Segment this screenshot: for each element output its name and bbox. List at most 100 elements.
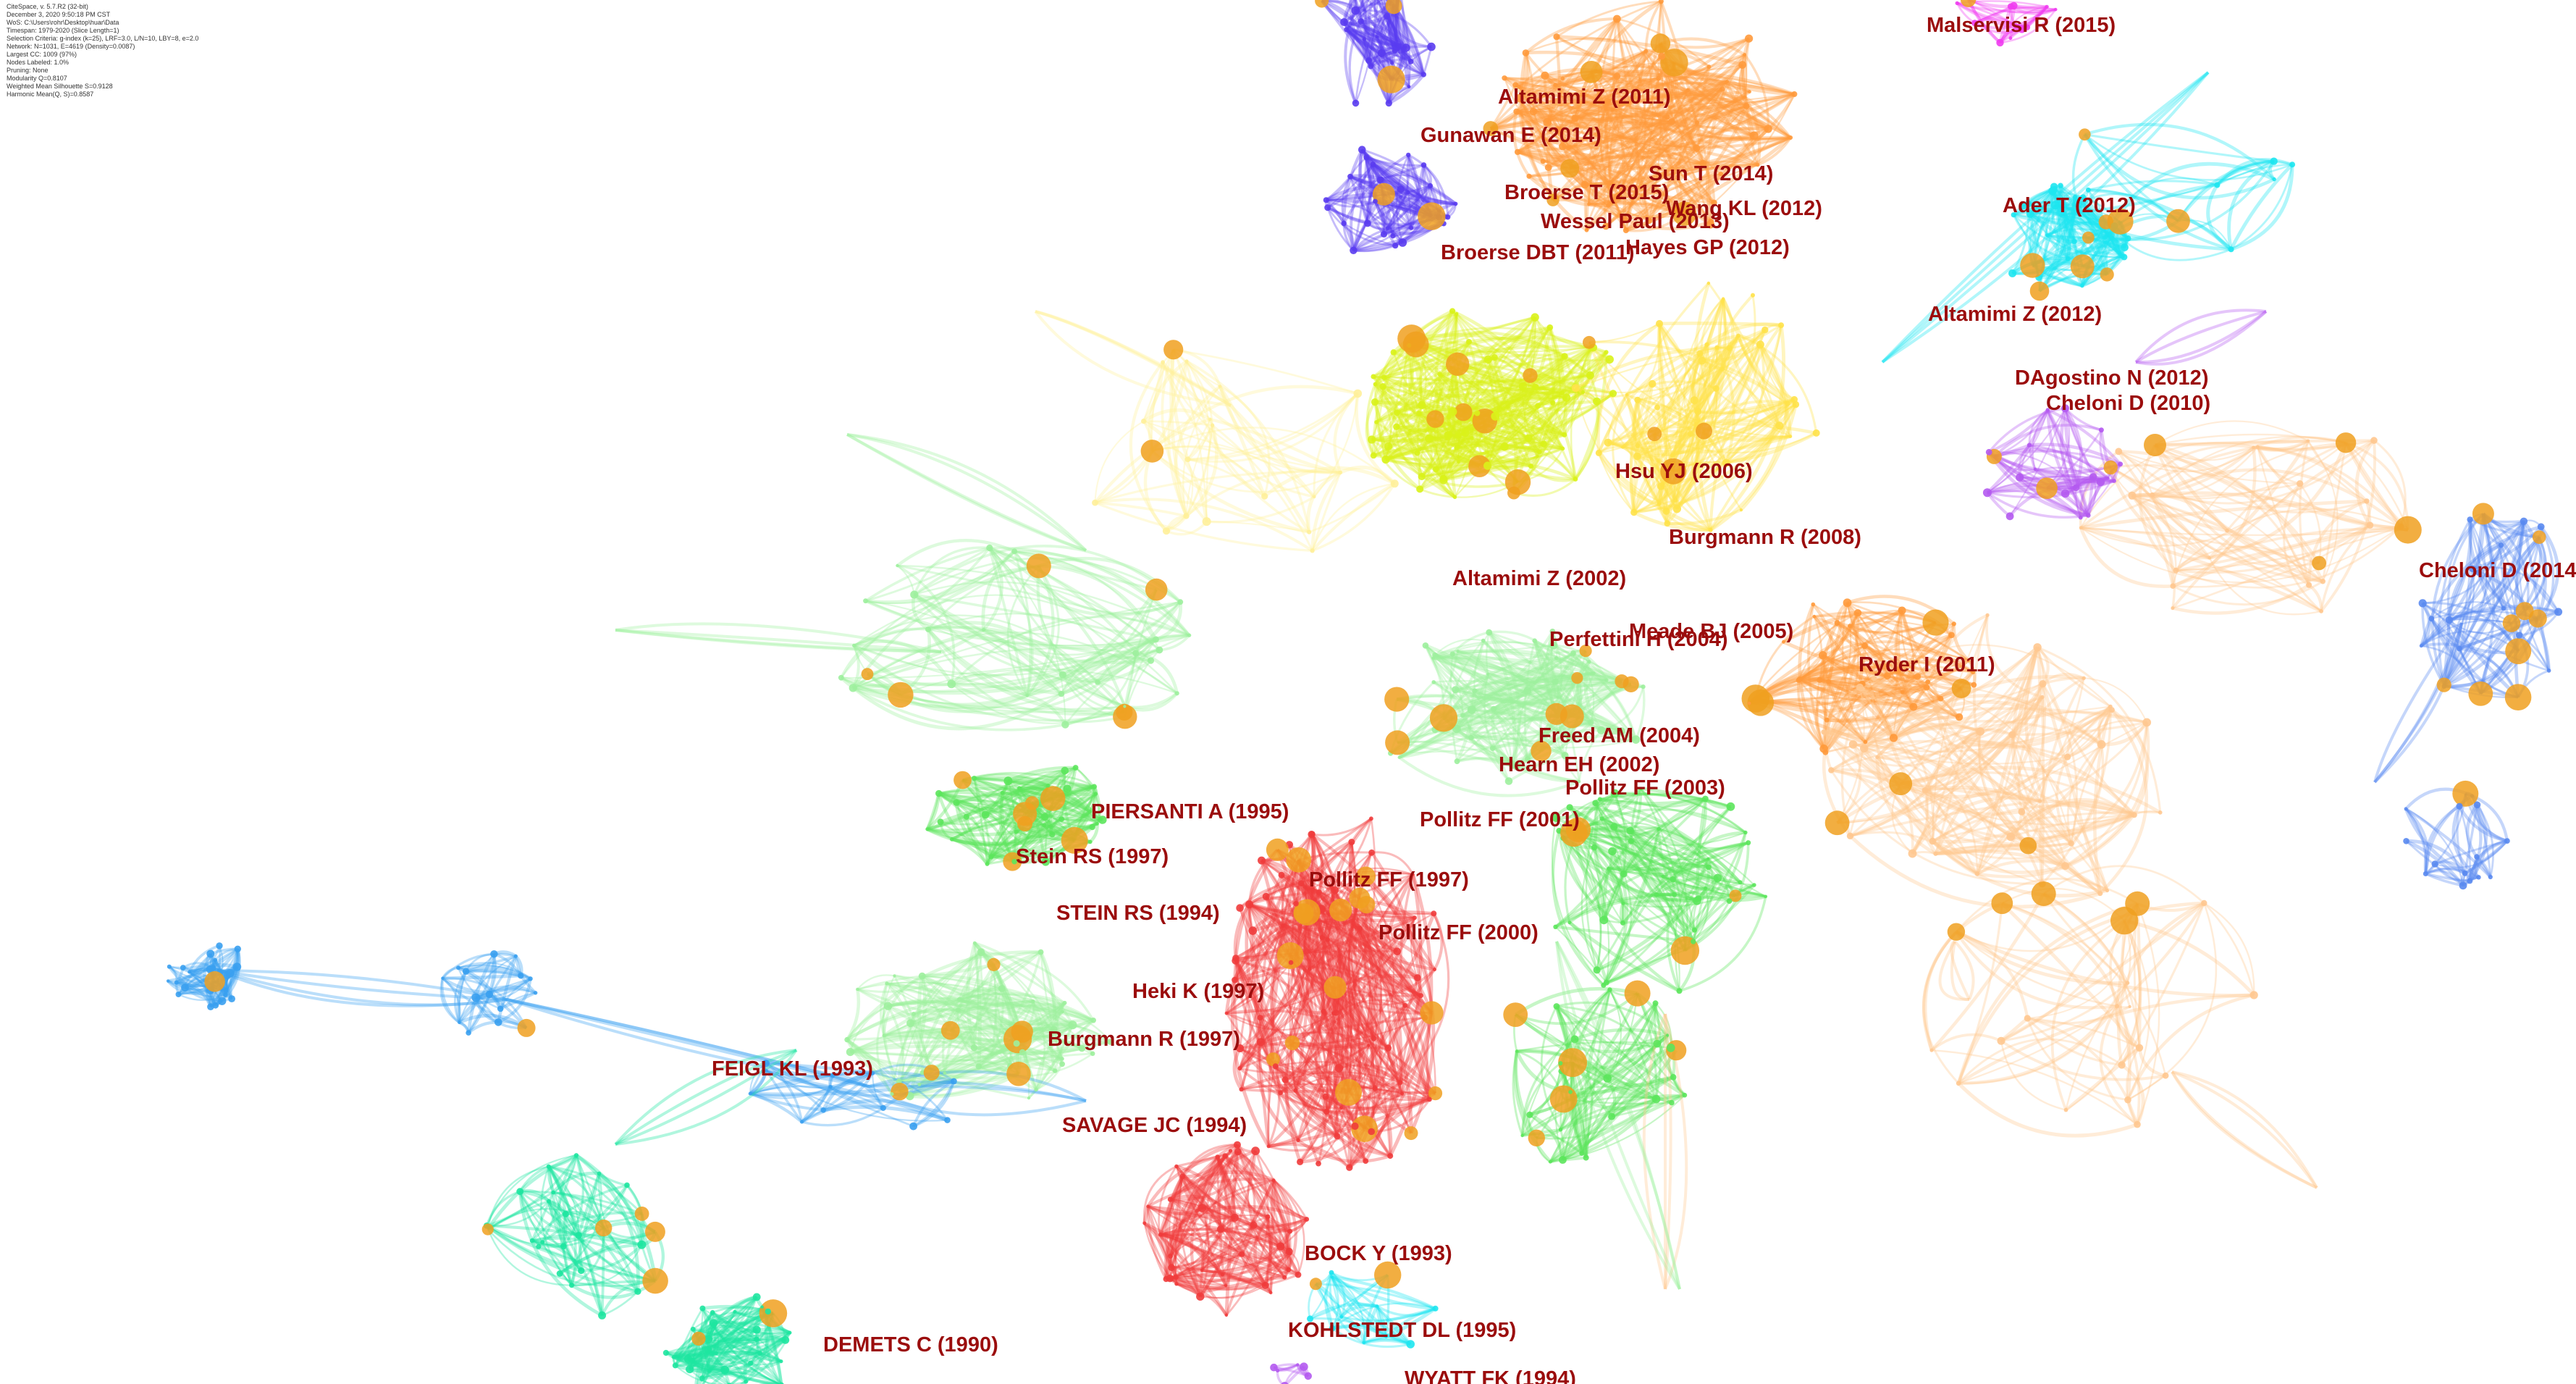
- reference-node[interactable]: [1040, 786, 1066, 811]
- reference-node[interactable]: [1297, 1158, 1304, 1165]
- reference-node[interactable]: [1304, 1217, 1310, 1222]
- reference-node[interactable]: [1250, 1221, 1258, 1229]
- reference-node[interactable]: [981, 810, 990, 819]
- reference-node[interactable]: [1251, 1146, 1260, 1156]
- reference-node[interactable]: [1368, 1128, 1375, 1136]
- reference-node[interactable]: [1278, 1090, 1283, 1096]
- reference-node[interactable]: [1334, 1133, 1341, 1140]
- reference-node[interactable]: [1368, 849, 1375, 856]
- reference-node[interactable]: [1286, 1267, 1292, 1272]
- reference-node[interactable]: [1308, 967, 1312, 971]
- reference-node[interactable]: [1271, 1178, 1276, 1182]
- reference-node[interactable]: [1371, 1035, 1377, 1041]
- reference-node[interactable]: [1298, 880, 1305, 887]
- reference-node[interactable]: [1363, 1158, 1369, 1164]
- reference-node[interactable]: [1282, 1275, 1287, 1280]
- reference-node[interactable]: [1258, 856, 1266, 865]
- reference-node[interactable]: [1248, 926, 1258, 935]
- reference-node[interactable]: [988, 854, 994, 860]
- reference-node[interactable]: [1266, 838, 1289, 861]
- reference-node[interactable]: [1239, 1251, 1245, 1257]
- reference-node[interactable]: [1322, 1093, 1329, 1100]
- reference-node[interactable]: [1319, 934, 1325, 941]
- reference-node[interactable]: [1272, 1063, 1279, 1070]
- reference-node[interactable]: [1017, 786, 1022, 791]
- reference-node[interactable]: [1296, 1138, 1300, 1143]
- reference-node[interactable]: [1393, 947, 1402, 956]
- reference-node[interactable]: [1058, 816, 1065, 823]
- reference-node[interactable]: [1335, 1078, 1362, 1106]
- reference-node[interactable]: [963, 813, 969, 820]
- reference-node[interactable]: [1040, 813, 1049, 821]
- reference-node[interactable]: [1323, 976, 1347, 999]
- reference-node[interactable]: [1418, 993, 1423, 999]
- reference-node[interactable]: [1173, 1275, 1179, 1280]
- reference-node[interactable]: [1168, 1264, 1175, 1272]
- reference-node[interactable]: [1325, 937, 1330, 942]
- reference-node[interactable]: [937, 818, 944, 826]
- reference-node[interactable]: [1234, 1148, 1242, 1156]
- reference-node[interactable]: [1003, 776, 1013, 786]
- reference-node[interactable]: [1288, 960, 1294, 965]
- reference-node[interactable]: [1167, 1196, 1173, 1202]
- reference-node[interactable]: [1276, 1242, 1285, 1251]
- reference-node[interactable]: [1321, 1009, 1326, 1015]
- reference-node[interactable]: [1262, 892, 1270, 900]
- reference-node[interactable]: [1329, 898, 1352, 922]
- reference-node[interactable]: [1197, 1204, 1207, 1212]
- reference-node[interactable]: [953, 799, 960, 806]
- reference-node[interactable]: [1387, 1153, 1394, 1159]
- reference-node[interactable]: [1293, 1088, 1298, 1093]
- reference-node[interactable]: [1257, 1015, 1263, 1021]
- reference-node[interactable]: [1303, 885, 1307, 889]
- reference-node[interactable]: [1287, 1228, 1293, 1234]
- reference-node[interactable]: [1346, 1164, 1353, 1171]
- reference-node[interactable]: [1200, 1268, 1204, 1272]
- reference-node[interactable]: [1323, 1109, 1330, 1115]
- reference-node[interactable]: [1427, 1096, 1432, 1102]
- reference-node[interactable]: [1334, 1064, 1344, 1073]
- reference-node[interactable]: [1261, 1281, 1269, 1289]
- reference-node[interactable]: [1000, 790, 1005, 795]
- reference-node[interactable]: [1265, 1214, 1271, 1220]
- reference-node[interactable]: [1196, 1292, 1205, 1301]
- reference-node[interactable]: [1384, 1044, 1392, 1052]
- reference-node[interactable]: [1234, 1141, 1241, 1149]
- reference-node[interactable]: [1433, 968, 1436, 972]
- reference-node[interactable]: [1339, 1106, 1343, 1110]
- reference-node[interactable]: [1091, 784, 1098, 789]
- reference-node[interactable]: [1431, 910, 1437, 917]
- reference-node[interactable]: [1404, 1126, 1418, 1141]
- reference-node[interactable]: [1042, 823, 1047, 828]
- reference-node[interactable]: [1295, 1271, 1302, 1278]
- reference-node[interactable]: [1014, 829, 1019, 834]
- reference-node[interactable]: [1402, 1002, 1408, 1008]
- reference-node[interactable]: [1224, 1284, 1228, 1288]
- reference-node[interactable]: [1281, 1076, 1289, 1083]
- reference-node[interactable]: [1293, 901, 1299, 907]
- reference-node[interactable]: [1093, 792, 1098, 796]
- reference-node[interactable]: [1232, 955, 1239, 962]
- reference-node[interactable]: [1216, 1225, 1225, 1233]
- reference-node[interactable]: [954, 771, 972, 789]
- reference-node[interactable]: [1089, 823, 1095, 831]
- reference-node[interactable]: [1222, 1153, 1229, 1159]
- reference-node[interactable]: [1400, 1091, 1405, 1096]
- reference-node[interactable]: [1309, 831, 1316, 837]
- reference-node[interactable]: [950, 836, 954, 842]
- reference-node[interactable]: [972, 776, 977, 781]
- reference-node[interactable]: [1286, 847, 1312, 873]
- reference-node[interactable]: [1420, 1001, 1444, 1025]
- reference-node[interactable]: [1289, 1252, 1292, 1256]
- reference-node[interactable]: [1367, 1044, 1371, 1047]
- reference-node[interactable]: [1357, 926, 1363, 931]
- reference-node[interactable]: [1158, 1233, 1163, 1237]
- reference-node[interactable]: [1142, 1221, 1147, 1225]
- reference-node[interactable]: [1013, 802, 1037, 826]
- reference-node[interactable]: [1266, 1144, 1271, 1149]
- reference-node[interactable]: [1412, 915, 1417, 920]
- reference-node[interactable]: [1269, 1291, 1273, 1295]
- reference-node[interactable]: [1281, 923, 1285, 927]
- reference-node[interactable]: [1026, 836, 1030, 839]
- reference-node[interactable]: [1061, 766, 1069, 775]
